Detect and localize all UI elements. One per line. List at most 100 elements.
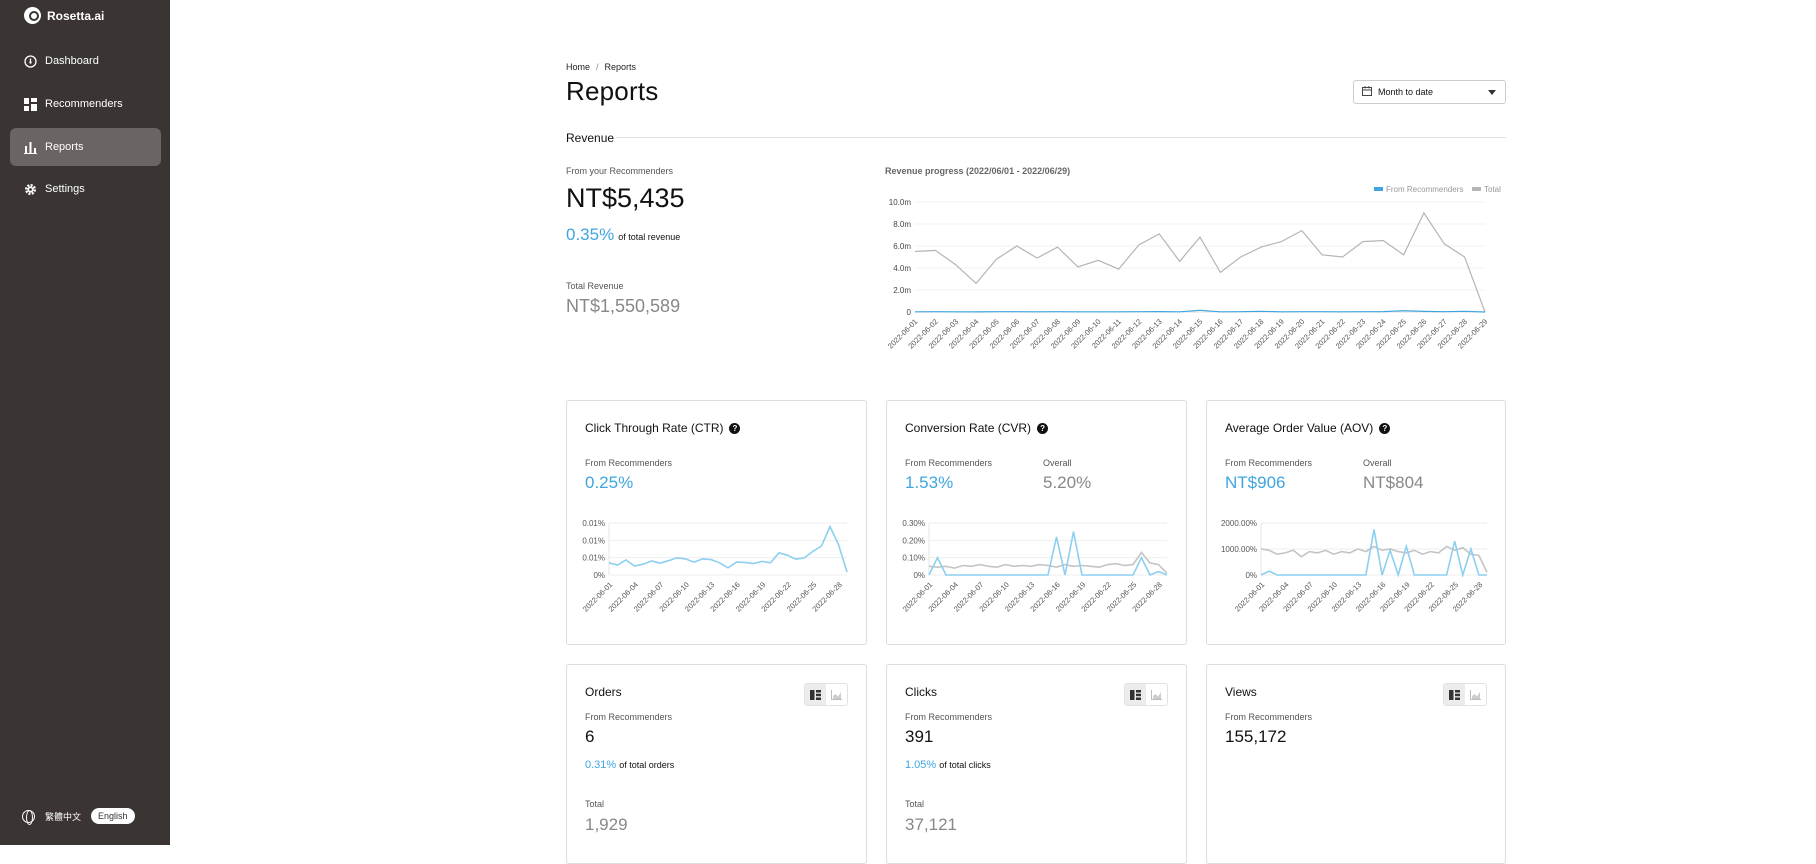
section-divider: [616, 137, 1506, 138]
series-line-from-recommenders: [914, 309, 1486, 313]
sidebar-item-reports[interactable]: Reports: [10, 128, 161, 166]
grid-icon: [24, 97, 37, 111]
y-tick-label: 0: [907, 308, 912, 317]
sidebar-item-dashboard[interactable]: Dashboard: [10, 42, 161, 80]
cvr-from-value: 1.53%: [905, 473, 954, 492]
y-tick-label: 0.20%: [902, 536, 925, 545]
chart-view-icon[interactable]: [1465, 684, 1486, 705]
total-revenue-label: Total Revenue: [566, 281, 624, 291]
series-line-0: [608, 524, 848, 573]
revenue-share-suffix: of total revenue: [618, 232, 681, 242]
clicks-from-value: 391: [905, 727, 934, 746]
y-tick-label: 2.0m: [893, 286, 911, 295]
ctr-title-text: Click Through Rate (CTR): [585, 421, 724, 435]
view-toggle: [1443, 683, 1487, 706]
date-range-value: Month to date: [1378, 87, 1434, 97]
orders-share: 0.31% of total orders: [585, 759, 674, 771]
breadcrumb: Home / Reports: [566, 62, 636, 72]
bar-chart-icon: [24, 141, 37, 154]
ctr-title: Click Through Rate (CTR)?: [585, 421, 741, 435]
lang-en-button[interactable]: English: [91, 808, 135, 824]
revenue-from-label: From your Recommenders: [566, 166, 674, 176]
sidebar-item-label: Dashboard: [45, 55, 99, 67]
views-from-value: 155,172: [1225, 727, 1287, 746]
ctr-card: Click Through Rate (CTR)? From Recommend…: [566, 400, 867, 645]
section-title-revenue: Revenue: [566, 131, 615, 145]
aov-from-label: From Recommenders: [1225, 458, 1313, 468]
language-switcher: 繁體中文 English: [22, 808, 135, 825]
clicks-from-label: From Recommenders: [905, 712, 993, 722]
orders-share-pct: 0.31%: [585, 759, 617, 771]
revenue-progress-chart: Revenue progress (2022/06/01 - 2022/06/2…: [885, 166, 1501, 351]
y-tick-label: 0.01%: [582, 536, 605, 545]
series-line-1: [928, 531, 1168, 577]
series-line-total: [914, 211, 1486, 313]
aov-overall-value: NT$804: [1363, 473, 1424, 492]
gear-icon: [24, 183, 37, 196]
app-logo[interactable]: Rosetta.ai: [24, 7, 104, 24]
y-tick-label: 0.10%: [902, 554, 925, 563]
aov-chart: 0%1000.00%2000.00%2022-06-012022-06-0420…: [1221, 519, 1488, 614]
chevron-down-icon: [1488, 90, 1496, 95]
ctr-from-value: 0.25%: [585, 473, 634, 492]
aov-from-value: NT$906: [1225, 473, 1286, 492]
ctr-from-label: From Recommenders: [585, 458, 673, 468]
sidebar-item-label: Reports: [45, 141, 84, 153]
legend-label-recommenders: From Recommenders: [1386, 185, 1463, 194]
y-tick-label: 8.0m: [893, 220, 911, 229]
aov-card: Average Order Value (AOV)? From Recommen…: [1206, 400, 1506, 645]
sidebar-item-recommenders[interactable]: Recommenders: [10, 85, 161, 123]
ctr-chart: 0%0.01%0.01%0.01%2022-06-012022-06-04202…: [581, 519, 848, 614]
series-line-0: [928, 551, 1168, 574]
table-view-icon[interactable]: [1125, 684, 1146, 705]
help-icon[interactable]: ?: [729, 422, 741, 434]
y-tick-label: 0.01%: [582, 519, 605, 528]
clicks-share-suffix: of total clicks: [939, 760, 991, 770]
cvr-title-text: Conversion Rate (CVR): [905, 421, 1032, 435]
breadcrumb-current: Reports: [604, 62, 637, 72]
total-revenue-value: NT$1,550,589: [566, 296, 681, 316]
sidebar-item-label: Settings: [45, 183, 85, 195]
breadcrumb-separator: /: [596, 62, 599, 72]
lang-zh-button[interactable]: 繁體中文: [45, 811, 82, 822]
orders-total-label: Total: [585, 799, 605, 809]
table-view-icon[interactable]: [805, 684, 826, 705]
chart-view-icon[interactable]: [1146, 684, 1167, 705]
help-icon[interactable]: ?: [1379, 422, 1391, 434]
legend-swatch-total: [1472, 187, 1481, 191]
orders-title: Orders: [585, 685, 622, 699]
legend-label-total: Total: [1484, 185, 1501, 194]
clicks-title: Clicks: [905, 685, 937, 699]
app-name: Rosetta.ai: [47, 8, 105, 23]
rosetta-logo-icon: [24, 7, 41, 24]
page-title: Reports: [566, 76, 659, 106]
chart-view-icon[interactable]: [826, 684, 847, 705]
sidebar: Rosetta.ai Dashboard Recommenders Report…: [0, 0, 170, 845]
dashboard-icon: [24, 54, 37, 68]
help-icon[interactable]: ?: [1037, 422, 1049, 434]
date-range-select[interactable]: Month to date: [1353, 80, 1506, 104]
clicks-share: 1.05% of total clicks: [905, 759, 991, 771]
y-tick-label: 0%: [913, 571, 925, 580]
y-tick-label: 1000.00%: [1221, 545, 1257, 554]
views-title: Views: [1225, 685, 1257, 699]
aov-title: Average Order Value (AOV)?: [1225, 421, 1391, 435]
legend-swatch-recommenders: [1374, 187, 1383, 191]
revenue-from-value: NT$5,435: [566, 183, 685, 213]
orders-from-value: 6: [585, 727, 595, 746]
sidebar-item-label: Recommenders: [45, 98, 123, 110]
calendar-icon: [1362, 86, 1372, 98]
aov-overall-label: Overall: [1363, 458, 1392, 468]
table-view-icon[interactable]: [1444, 684, 1465, 705]
views-card: Views From Recommenders 155,172: [1206, 664, 1506, 864]
breadcrumb-home[interactable]: Home: [566, 62, 591, 72]
y-tick-label: 4.0m: [893, 264, 911, 273]
sidebar-item-settings[interactable]: Settings: [10, 170, 161, 208]
view-toggle: [1124, 683, 1168, 706]
chart-title: Revenue progress (2022/06/01 - 2022/06/2…: [885, 166, 1070, 176]
revenue-share: 0.35% of total revenue: [566, 225, 680, 245]
views-from-label: From Recommenders: [1225, 712, 1313, 722]
globe-icon: [22, 809, 35, 825]
clicks-card: Clicks From Recommenders 391 1.05% of to…: [886, 664, 1187, 864]
y-tick-label: 10.0m: [889, 198, 912, 207]
